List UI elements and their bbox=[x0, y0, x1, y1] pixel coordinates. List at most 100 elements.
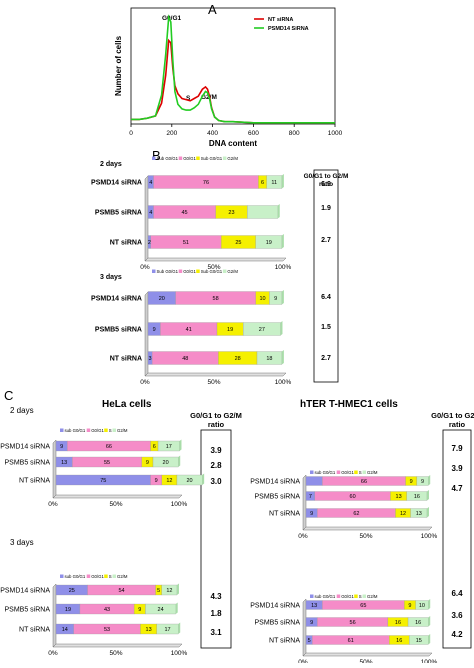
legend-label: G0/G1 bbox=[91, 574, 104, 579]
bar-value-label: 9 bbox=[155, 478, 158, 484]
bar-value-label: 24 bbox=[158, 607, 164, 613]
legend-swatch bbox=[178, 269, 183, 273]
legend-label-psmd14: PSMD14 SiRNA bbox=[268, 26, 309, 32]
bar-chart-xtick-label: 50% bbox=[359, 659, 372, 663]
bar-chart-wall bbox=[144, 175, 149, 262]
ratio-value: 2.7 bbox=[321, 355, 331, 362]
bar-chart-title: 2 days bbox=[100, 161, 122, 168]
bar-value-label: 17 bbox=[164, 627, 170, 633]
bar-chart-xtick-label: 0% bbox=[140, 264, 150, 271]
bar-category-label: PSMD14 siRNA bbox=[91, 180, 142, 187]
bar-value-label: 9 bbox=[310, 620, 313, 626]
bar-chart-xtick-label: 50% bbox=[207, 264, 220, 271]
bar-end-cap bbox=[428, 475, 431, 486]
legend-label: G0/G1 bbox=[183, 269, 196, 274]
bar-value-label: 9 bbox=[310, 511, 313, 517]
bar-value-label: 25 bbox=[69, 588, 75, 594]
ratio-value: 4.7 bbox=[451, 484, 463, 493]
bar-chart-floor bbox=[144, 372, 287, 377]
bar-value-label: 10 bbox=[259, 296, 265, 302]
legend-label: S bbox=[109, 428, 112, 433]
ratio-value: 3.6 bbox=[451, 611, 463, 620]
histogram-xtick-label: 400 bbox=[207, 130, 218, 137]
bar-value-label: 56 bbox=[350, 620, 356, 626]
bar-category-label: PSMD14 siRNA bbox=[91, 296, 142, 303]
bar-value-label: 23 bbox=[228, 210, 234, 216]
legend-swatch bbox=[310, 594, 314, 598]
panel-label-a: A bbox=[208, 2, 217, 17]
ratio-box-c-hela bbox=[200, 429, 232, 649]
bar-value-label: 20 bbox=[186, 478, 192, 484]
bar-end-cap bbox=[428, 599, 431, 610]
legend-label: Sub G0/G1 bbox=[157, 156, 179, 161]
bar-category-label: PSMD14 siRNA bbox=[250, 479, 300, 486]
bar-end-cap bbox=[176, 583, 179, 595]
ratio-value: 2.7 bbox=[321, 237, 331, 244]
legend-label: sub G0/G1 bbox=[65, 574, 86, 579]
histogram-chart: Number of cells DNA content G0/G1 S G2/M… bbox=[114, 7, 343, 148]
bar-end-cap bbox=[281, 350, 284, 365]
ratio-value: 2.8 bbox=[210, 461, 222, 470]
bar-category-label: NT siRNA bbox=[269, 511, 300, 518]
legend-label: G0/G1 bbox=[91, 428, 104, 433]
legend-swatch bbox=[336, 594, 341, 598]
ratio-value: 1.9 bbox=[321, 205, 331, 212]
bar-end-cap bbox=[179, 439, 182, 451]
bar-value-label: 4 bbox=[149, 210, 152, 216]
bar-end-cap bbox=[281, 174, 284, 189]
histogram-series-line-psmd14 bbox=[131, 14, 335, 124]
bar-chart-title: 3 days bbox=[100, 274, 122, 281]
bar-end-cap bbox=[428, 616, 431, 627]
histogram-xlabel: DNA content bbox=[209, 139, 257, 148]
annotation-s: S bbox=[186, 95, 191, 102]
legend-label: G2/M bbox=[367, 470, 378, 475]
bar-category-label: PSMD14 siRNA bbox=[0, 444, 50, 451]
bar-category-label: NT siRNA bbox=[19, 478, 50, 485]
bar-value-label: 13 bbox=[416, 511, 422, 517]
bar-category-label: PSMB5 siRNA bbox=[95, 210, 142, 217]
histogram-xtick-label: 200 bbox=[166, 130, 177, 137]
bar-chart-wall bbox=[144, 291, 149, 377]
bar-value-label: 75 bbox=[100, 478, 106, 484]
bar-category-label: NT siRNA bbox=[110, 240, 142, 247]
bar-value-label: 9 bbox=[274, 296, 277, 302]
legend-swatch bbox=[178, 156, 183, 160]
bar-value-label: 54 bbox=[118, 588, 124, 594]
bar-chart-xtick-label: 0% bbox=[298, 659, 308, 663]
annotation-g0g1: G0/G1 bbox=[162, 15, 182, 22]
histogram-frame bbox=[130, 7, 336, 125]
legend-label: G0/G1 bbox=[183, 156, 196, 161]
bar-chart-title: 3 days bbox=[10, 538, 34, 547]
bar-value-label: 51 bbox=[183, 240, 189, 246]
bar-value-label: 19 bbox=[266, 240, 272, 246]
ratio-box-c-hmec bbox=[442, 429, 472, 649]
ratio-value: 3.1 bbox=[210, 628, 222, 637]
bar-value-label: 16 bbox=[396, 638, 402, 644]
bar-segment bbox=[247, 205, 278, 219]
legend-swatch bbox=[310, 470, 314, 474]
bar-end-cap bbox=[428, 634, 431, 645]
ratio-value: 6.9 bbox=[321, 181, 331, 188]
bar-value-label: 17 bbox=[166, 444, 172, 450]
bar-category-label: PSMB5 siRNA bbox=[4, 460, 50, 467]
bar-chart-xtick-label: 100% bbox=[171, 501, 188, 508]
bar-value-label: 9 bbox=[421, 479, 424, 485]
bar-value-label: 19 bbox=[227, 327, 233, 333]
legend-swatch bbox=[196, 156, 200, 160]
bar-category-label: PSMD14 siRNA bbox=[250, 603, 300, 610]
histogram-xtick-label: 0 bbox=[129, 130, 133, 137]
legend-swatch bbox=[196, 269, 200, 273]
bar-value-label: 41 bbox=[186, 327, 192, 333]
bar-value-label: 62 bbox=[353, 511, 359, 517]
legend-label-nt: NT siRNA bbox=[268, 17, 293, 23]
bar-value-label: 13 bbox=[396, 494, 402, 500]
bar-value-label: 58 bbox=[213, 296, 219, 302]
bar-chart-wall bbox=[302, 598, 307, 657]
legend-swatch bbox=[362, 470, 366, 474]
legend-swatch bbox=[354, 594, 358, 598]
bar-end-cap bbox=[280, 321, 283, 336]
bar-value-label: 3 bbox=[149, 356, 152, 362]
bar-category-label: NT siRNA bbox=[269, 638, 300, 645]
